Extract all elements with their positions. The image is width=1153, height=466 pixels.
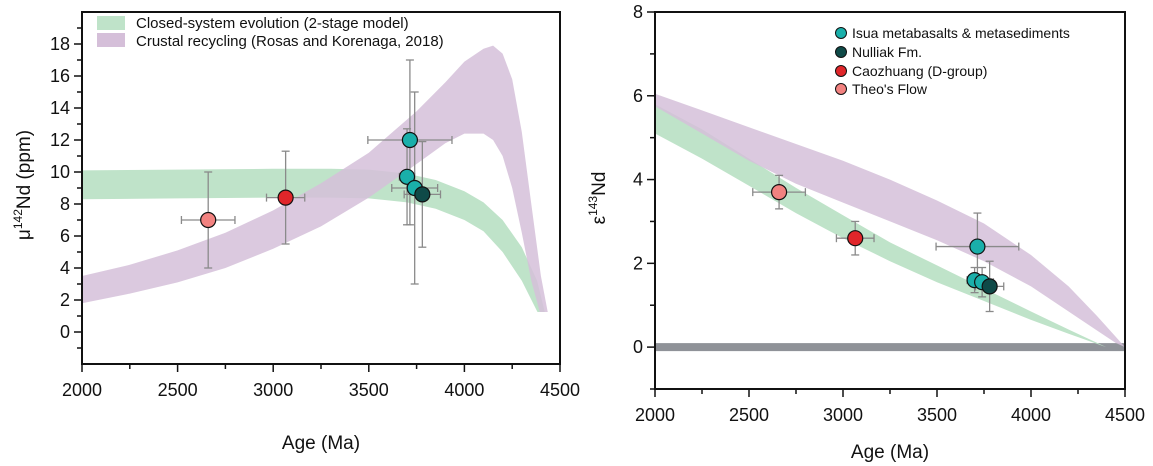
legend-label-nulliak: Nulliak Fm. <box>852 44 922 60</box>
x-tick-label: 4500 <box>1105 405 1145 425</box>
legend-label-isua: Isua metabasalts & metasediments <box>852 25 1070 41</box>
data-point-isua <box>969 238 986 255</box>
data-point-theos-flow <box>770 184 788 201</box>
right-legend: Isua metabasalts & metasediments Nulliak… <box>835 25 1070 97</box>
plot-clip-group <box>655 93 1125 352</box>
right-y-title-superscript: 143 <box>586 196 600 216</box>
data-point-isua <box>401 131 419 149</box>
legend-swatch-crustal-recycling <box>97 33 125 47</box>
left-y-title-prefix: μ <box>14 229 35 240</box>
left-y-title-suffix: Nd (ppm) <box>14 130 35 209</box>
data-points <box>770 184 998 295</box>
x-tick-label: 2000 <box>62 380 102 400</box>
legend-marker-caozhuang <box>835 65 847 77</box>
legend-label-caozhuang: Caozhuang (D-group) <box>852 63 987 79</box>
right-x-axis-title: Age (Ma) <box>851 442 929 463</box>
y-tick-label: 8 <box>633 2 643 22</box>
reference-line-zero <box>655 343 1125 352</box>
x-tick-label: 3500 <box>917 405 957 425</box>
legend-label-crustal-recycling: Crustal recycling (Rosas and Korenaga, 2… <box>136 33 444 50</box>
right-y-title-prefix: ε <box>589 215 610 224</box>
x-tick-label: 3000 <box>253 380 293 400</box>
data-point-nulliak <box>981 278 998 295</box>
data-point-theos-flow <box>200 211 217 229</box>
x-tick-label: 2500 <box>158 380 198 400</box>
y-tick-label: 6 <box>60 226 70 246</box>
x-tick-label: 4000 <box>444 380 484 400</box>
reference-line-zero <box>82 328 560 336</box>
left-axes: 2000 2500 3000 3500 4000 4500 0 2 4 6 8 10 12 14 16 18 <box>50 11 580 400</box>
right-axes: 2000 2500 3000 3500 4000 4500 0 2 4 6 8 <box>633 2 1145 425</box>
y-tick-label: 2 <box>60 290 70 310</box>
y-tick-label: 10 <box>50 162 70 182</box>
right-plot-area <box>655 93 1125 352</box>
right-y-axis-title: ε143Nd <box>586 172 610 225</box>
legend-label-closed-system: Closed-system evolution (2-stage model) <box>136 15 409 32</box>
y-tick-label: 8 <box>60 194 70 214</box>
right-y-title-suffix: Nd <box>589 172 610 196</box>
x-tick-label: 3500 <box>349 380 389 400</box>
y-tick-label: 6 <box>633 86 643 106</box>
x-tick-label: 4500 <box>540 380 580 400</box>
y-tick-label: 4 <box>633 170 643 190</box>
data-point-caozhuang <box>847 230 864 247</box>
y-tick-label: 14 <box>50 98 70 118</box>
y-tick-label: 18 <box>50 34 70 54</box>
left-panel-mu142nd: 2000 2500 3000 3500 4000 4500024681012141618 … <box>11 11 580 454</box>
plot-clip-group <box>82 45 560 336</box>
y-tick-label: 0 <box>60 322 70 342</box>
y-tick-label: 4 <box>60 258 70 278</box>
y-tick-label: 0 <box>633 337 643 357</box>
y-tick-label: 16 <box>50 66 70 86</box>
left-x-axis-title: Age (Ma) <box>282 433 360 454</box>
band-closed-system-evolution <box>82 168 545 312</box>
y-tick-label: 2 <box>633 253 643 273</box>
left-y-title-superscript: 142 <box>11 209 25 229</box>
x-tick-label: 4000 <box>1011 405 1051 425</box>
y-tick-label: 12 <box>50 130 70 150</box>
legend-marker-theos-flow <box>835 83 847 95</box>
data-points <box>200 131 431 229</box>
band-crustal-recycling <box>82 45 548 312</box>
x-tick-label: 2000 <box>635 405 675 425</box>
x-tick-label: 3000 <box>823 405 863 425</box>
left-legend: Closed-system evolution (2-stage model) … <box>97 15 444 50</box>
left-y-axis-title: μ142Nd (ppm) <box>11 130 35 240</box>
band-crustal-recycling <box>655 93 1125 348</box>
data-point-caozhuang <box>277 189 294 206</box>
legend-swatch-closed-system <box>97 16 125 30</box>
data-point-nulliak <box>414 186 431 203</box>
left-plot-area <box>82 45 560 336</box>
right-panel-epsilon143nd: 2000 2500 3000 3500 4000 4500 0 2 4 6 8 Isua metab… <box>586 2 1145 463</box>
legend-marker-isua <box>835 27 847 39</box>
legend-label-theos-flow: Theo's Flow <box>852 81 928 97</box>
x-tick-label: 2500 <box>729 405 769 425</box>
data-point-isua <box>398 168 416 185</box>
legend-marker-nulliak <box>835 46 847 58</box>
